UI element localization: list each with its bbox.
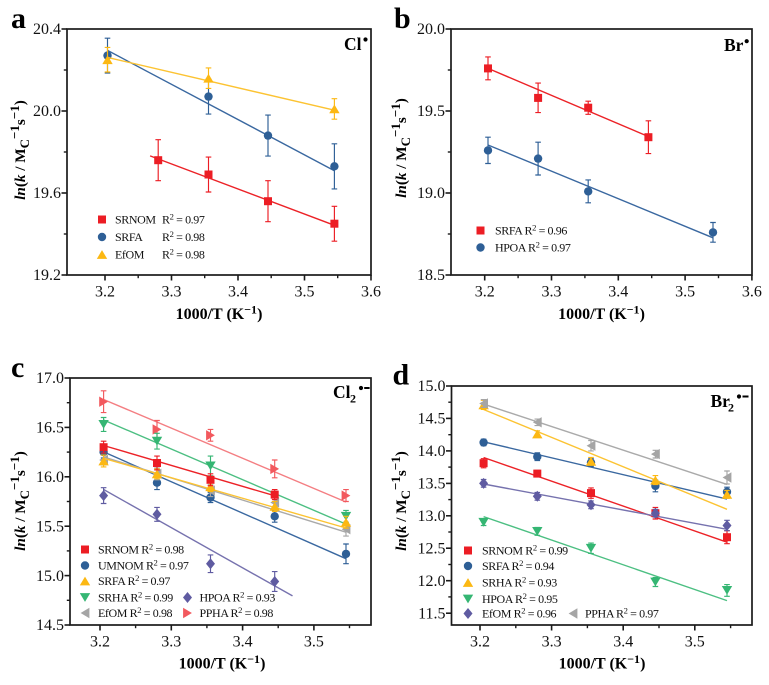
svg-text:3.4: 3.4 [233, 634, 253, 651]
svg-text:Cl: Cl [344, 34, 362, 54]
svg-text:17.0: 17.0 [36, 370, 64, 387]
svg-text:19.2: 19.2 [33, 267, 61, 284]
svg-text:12.0: 12.0 [418, 573, 446, 590]
svg-text:Cl: Cl [333, 382, 351, 402]
svg-text:SRNOM: SRNOM [115, 213, 156, 227]
svg-text:ln(k / MC−1s−1): ln(k / MC−1s−1) [7, 451, 32, 551]
svg-text:ln(k / MC−1s−1): ln(k / MC−1s−1) [388, 451, 413, 551]
svg-text:UMNOM R2 = 0.97: UMNOM R2 = 0.97 [98, 558, 189, 573]
svg-text:EfOM R2 = 0.98: EfOM R2 = 0.98 [98, 605, 173, 620]
svg-text:ln(k / MC−1s−1): ln(k / MC−1s−1) [7, 100, 32, 200]
svg-text:EfOM: EfOM [115, 248, 145, 262]
svg-text:15.0: 15.0 [418, 378, 446, 395]
svg-text:1000/T (K−1): 1000/T (K−1) [559, 652, 646, 673]
svg-text:3.3: 3.3 [542, 284, 562, 301]
svg-text:1000/T (K−1): 1000/T (K−1) [558, 303, 645, 324]
svg-text:3.3: 3.3 [162, 284, 182, 301]
svg-text:3.5: 3.5 [295, 284, 315, 301]
svg-text:SRFA: SRFA [115, 230, 143, 244]
svg-text:19.6: 19.6 [33, 185, 61, 202]
svg-text:3.5: 3.5 [304, 634, 324, 651]
svg-text:18.5: 18.5 [417, 267, 445, 284]
svg-text:19.0: 19.0 [417, 185, 445, 202]
svg-text:SRFA R2 = 0.96: SRFA R2 = 0.96 [495, 223, 567, 238]
svg-text:d: d [393, 359, 410, 392]
svg-text:SRNOM R2 = 0.99: SRNOM R2 = 0.99 [482, 543, 568, 558]
svg-text:16.0: 16.0 [36, 469, 64, 486]
svg-text:20.0: 20.0 [417, 21, 445, 38]
svg-text:14.0: 14.0 [418, 443, 446, 460]
svg-text:a: a [11, 2, 26, 35]
svg-text:Br: Br [711, 391, 731, 411]
svg-text:HPOA R2 = 0.97: HPOA R2 = 0.97 [495, 240, 571, 255]
svg-text:SRFA R2 = 0.94: SRFA R2 = 0.94 [482, 558, 554, 573]
svg-text:1000/T (K−1): 1000/T (K−1) [176, 303, 263, 324]
svg-text:Br: Br [724, 35, 744, 55]
svg-text:3.3: 3.3 [542, 634, 562, 651]
svg-text:EfOM R2 = 0.96: EfOM R2 = 0.96 [482, 606, 557, 621]
svg-text:2: 2 [728, 401, 734, 415]
svg-text:3.5: 3.5 [675, 284, 695, 301]
svg-text:3.2: 3.2 [470, 634, 490, 651]
svg-text:3.2: 3.2 [90, 634, 110, 651]
svg-text:20.0: 20.0 [33, 103, 61, 120]
svg-text:3.4: 3.4 [608, 284, 628, 301]
svg-text:2: 2 [350, 392, 356, 406]
svg-text:R2 = 0.98: R2 = 0.98 [162, 229, 205, 244]
svg-text:3.5: 3.5 [685, 634, 705, 651]
svg-text:SRHA R2 = 0.93: SRHA R2 = 0.93 [482, 575, 557, 590]
svg-text:12.5: 12.5 [418, 541, 446, 558]
svg-text:HPOA R2 = 0.93: HPOA R2 = 0.93 [200, 590, 276, 605]
svg-text:13.0: 13.0 [418, 508, 446, 525]
svg-text:1000/T (K−1): 1000/T (K−1) [179, 652, 266, 673]
svg-text:SRNOM R2 = 0.98: SRNOM R2 = 0.98 [98, 542, 184, 557]
svg-text:11.5: 11.5 [418, 605, 445, 622]
svg-text:SRFA R2 = 0.97: SRFA R2 = 0.97 [98, 573, 170, 588]
svg-text:13.5: 13.5 [418, 476, 446, 493]
svg-text:R2 = 0.97: R2 = 0.97 [162, 212, 205, 227]
svg-text:SRHA R2 = 0.99: SRHA R2 = 0.99 [98, 590, 173, 605]
svg-text:R2 = 0.98: R2 = 0.98 [162, 247, 205, 262]
svg-text:15.5: 15.5 [36, 518, 64, 535]
svg-text:HPOA R2 = 0.95: HPOA R2 = 0.95 [482, 591, 558, 606]
svg-text:b: b [394, 2, 411, 35]
svg-text:3.4: 3.4 [613, 634, 633, 651]
svg-text:3.6: 3.6 [361, 284, 381, 301]
svg-text:14.5: 14.5 [418, 411, 446, 428]
svg-text:ln(k / MC−1s−1): ln(k / MC−1s−1) [388, 98, 413, 198]
svg-text:3.4: 3.4 [228, 284, 248, 301]
svg-text:16.5: 16.5 [36, 420, 64, 437]
svg-text:c: c [11, 351, 24, 384]
svg-text:14.5: 14.5 [36, 617, 64, 634]
svg-text:3.6: 3.6 [742, 284, 762, 301]
svg-text:20.4: 20.4 [33, 21, 61, 38]
svg-text:PPHA R2 = 0.97: PPHA R2 = 0.97 [585, 606, 659, 621]
svg-text:3.2: 3.2 [475, 284, 495, 301]
svg-text:PPHA R2 = 0.98: PPHA R2 = 0.98 [200, 605, 274, 620]
svg-text:3.2: 3.2 [95, 284, 115, 301]
svg-text:15.0: 15.0 [36, 568, 64, 585]
svg-text:19.5: 19.5 [417, 103, 445, 120]
svg-text:3.3: 3.3 [161, 634, 181, 651]
